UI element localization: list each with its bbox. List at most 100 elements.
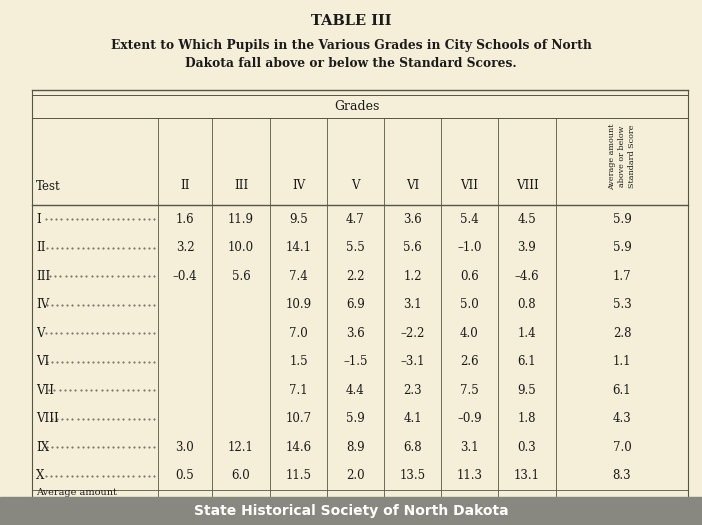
Text: 8.3: 8.3	[613, 469, 631, 482]
Bar	[0, 497, 702, 525]
Text: State Historical Society of North Dakota: State Historical Society of North Dakota	[194, 504, 508, 518]
Text: 6.1: 6.1	[517, 355, 536, 368]
Text: VII: VII	[461, 179, 479, 192]
Text: III: III	[234, 179, 248, 192]
Text: IV: IV	[292, 179, 305, 192]
Text: 9.1: 9.1	[232, 509, 251, 522]
Text: –4.6: –4.6	[515, 270, 539, 283]
Text: 6.9: 6.9	[346, 298, 365, 311]
Text: 1.6: 1.6	[176, 509, 194, 522]
Text: 14.6: 14.6	[286, 441, 312, 454]
Text: VI: VI	[36, 355, 49, 368]
Text: 14.1: 14.1	[286, 242, 312, 254]
Text: 1.8: 1.8	[518, 412, 536, 425]
Text: IX: IX	[36, 441, 49, 454]
Text: 3.8: 3.8	[461, 509, 479, 522]
Text: V: V	[36, 327, 44, 340]
Text: IV: IV	[36, 298, 49, 311]
Text: 2.0: 2.0	[346, 469, 365, 482]
Text: 10.9: 10.9	[286, 298, 312, 311]
Text: –2.2: –2.2	[400, 327, 425, 340]
Text: –1.0: –1.0	[457, 242, 482, 254]
Text: 6.0: 6.0	[232, 469, 251, 482]
Text: –3.1: –3.1	[400, 355, 425, 368]
Text: II: II	[36, 242, 46, 254]
Text: TABLE III: TABLE III	[311, 14, 391, 28]
Text: 11.5: 11.5	[286, 469, 312, 482]
Text: 4.3: 4.3	[613, 412, 631, 425]
Text: 5.9: 5.9	[346, 412, 365, 425]
Text: 11.9: 11.9	[228, 213, 254, 226]
Text: 4.0: 4.0	[460, 327, 479, 340]
Text: Extent to Which Pupils in the Various Grades in City Schools of North: Extent to Which Pupils in the Various Gr…	[110, 39, 592, 52]
Text: 2.2: 2.2	[346, 270, 365, 283]
Text: –0.9: –0.9	[457, 412, 482, 425]
Text: 11.3: 11.3	[456, 469, 482, 482]
Text: 12.1: 12.1	[228, 441, 254, 454]
Text: 3.6: 3.6	[346, 327, 365, 340]
Text: VII: VII	[36, 384, 54, 397]
Text: 4.1: 4.1	[403, 412, 422, 425]
Text: 4.5: 4.5	[517, 213, 536, 226]
Text: 6.1: 6.1	[613, 384, 631, 397]
Text: 2.3: 2.3	[403, 384, 422, 397]
Text: 5.0: 5.0	[460, 298, 479, 311]
Text: 13.5: 13.5	[399, 469, 425, 482]
Text: 13.1: 13.1	[514, 469, 540, 482]
Text: 3.5: 3.5	[403, 509, 422, 522]
Text: 5.9: 5.9	[613, 213, 631, 226]
Text: 7.0: 7.0	[613, 441, 631, 454]
Text: 3.6: 3.6	[403, 213, 422, 226]
Text: 0.5: 0.5	[176, 469, 194, 482]
Text: 5.6: 5.6	[403, 242, 422, 254]
Text: –1.5: –1.5	[343, 355, 368, 368]
Text: 0.3: 0.3	[517, 441, 536, 454]
Text: 5.3: 5.3	[613, 298, 631, 311]
Text: I: I	[36, 213, 41, 226]
Text: VIII: VIII	[516, 179, 538, 192]
Text: 4.7: 4.7	[346, 213, 365, 226]
Text: 7.1: 7.1	[289, 384, 307, 397]
Text: 5.4: 5.4	[460, 213, 479, 226]
Text: II: II	[180, 179, 190, 192]
Text: 7.4: 7.4	[289, 270, 308, 283]
Text: 3.1: 3.1	[403, 298, 422, 311]
Text: 2.8: 2.8	[613, 327, 631, 340]
Text: Dakota fall above or below the Standard Scores.: Dakota fall above or below the Standard …	[185, 57, 517, 70]
Text: Test: Test	[36, 180, 60, 193]
Text: 4.3: 4.3	[346, 509, 365, 522]
Text: 1.4: 1.4	[517, 327, 536, 340]
Text: 7.5: 7.5	[460, 384, 479, 397]
Text: 3.7: 3.7	[517, 509, 536, 522]
Text: 3.1: 3.1	[461, 441, 479, 454]
Text: 9.5: 9.5	[517, 384, 536, 397]
Text: 1.1: 1.1	[613, 355, 631, 368]
Text: 10.0: 10.0	[228, 242, 254, 254]
Text: 9.2: 9.2	[289, 509, 307, 522]
Text: 0.6: 0.6	[460, 270, 479, 283]
Text: 1.7: 1.7	[613, 270, 631, 283]
Text: 3.9: 3.9	[517, 242, 536, 254]
Text: 3.2: 3.2	[176, 242, 194, 254]
Text: 7.0: 7.0	[289, 327, 308, 340]
Text: VI: VI	[406, 179, 419, 192]
Text: 5.6: 5.6	[232, 270, 251, 283]
Text: Average amount
above or below
the Standard
Score: Average amount above or below the Standa…	[36, 488, 117, 525]
Text: 6.8: 6.8	[403, 441, 422, 454]
Text: VIII: VIII	[36, 412, 59, 425]
Text: Average amount
above or below
Standard Score: Average amount above or below Standard S…	[608, 123, 636, 190]
Text: V: V	[351, 179, 359, 192]
Text: 5.9: 5.9	[613, 242, 631, 254]
Text: 3.0: 3.0	[176, 441, 194, 454]
Text: 9.5: 9.5	[289, 213, 308, 226]
Text: 1.5: 1.5	[289, 355, 307, 368]
Text: 10.7: 10.7	[286, 412, 312, 425]
Text: –0.4: –0.4	[173, 270, 197, 283]
Text: 8.9: 8.9	[346, 441, 365, 454]
Text: III: III	[36, 270, 51, 283]
Text: 0.8: 0.8	[517, 298, 536, 311]
Text: 5.5: 5.5	[346, 242, 365, 254]
Text: 1.2: 1.2	[403, 270, 422, 283]
Text: X: X	[36, 469, 44, 482]
Text: 4.4: 4.4	[346, 384, 365, 397]
